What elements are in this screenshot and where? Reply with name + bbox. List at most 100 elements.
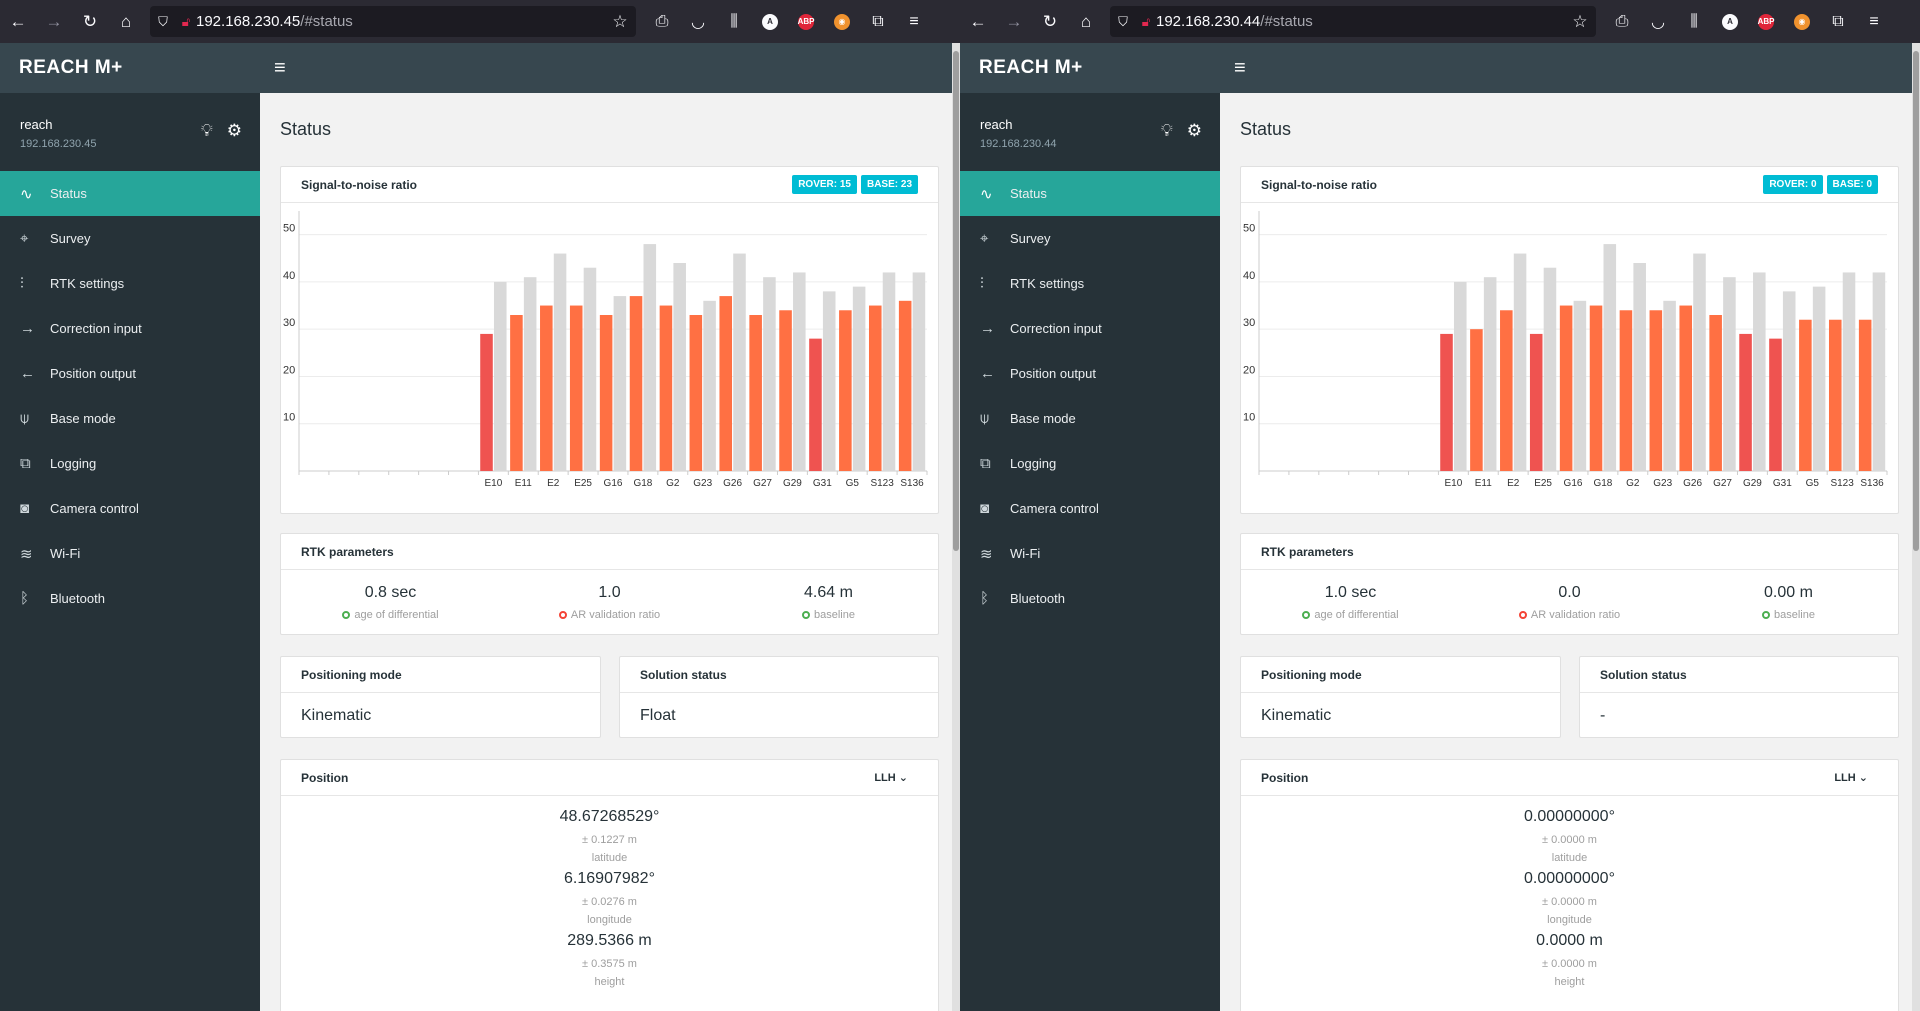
forward-icon[interactable]: →: [45, 11, 63, 31]
sidebar-item-survey[interactable]: ⌖ Survey: [980, 230, 1051, 247]
adblock-plus-icon[interactable]: ABP: [788, 0, 824, 43]
x-tick-label: G26: [723, 478, 742, 489]
pocket-icon[interactable]: ◡: [1651, 13, 1665, 31]
sidebar-item-bluetooth[interactable]: ᛒ Bluetooth: [20, 590, 105, 607]
base-snr-bar: [553, 253, 567, 471]
browser-menu-icon[interactable]: ≡: [909, 12, 919, 30]
snr-bar-chart: 10 20 30 40 50 E10 E11 E2 E25 G16 G18 G2 G23 G26 G27 G2…: [1243, 211, 1888, 489]
sidebar-item-position-output[interactable]: ← Position output: [980, 365, 1097, 382]
back-icon[interactable]: ←: [9, 11, 27, 31]
rover-snr-bar: [569, 305, 583, 471]
base-snr-bar: [613, 296, 627, 471]
reload-icon[interactable]: ↻: [1042, 11, 1058, 31]
sidebar-item-camera-control[interactable]: ◙ Camera control: [980, 500, 1099, 517]
insecure-lock-icon[interactable]: 🔓︎: [181, 13, 191, 29]
scrollbar-thumb[interactable]: [953, 51, 959, 551]
gear-icon[interactable]: ⚙: [226, 121, 242, 140]
browser-menu-icon[interactable]: ≡: [1869, 12, 1879, 30]
url-bar[interactable]: ⛉ 🔓︎ 192.168.230.45/#status ☆: [150, 6, 636, 37]
sidebar-item-base-mode[interactable]: ⍦ Base mode: [980, 410, 1076, 427]
browser-toolbar: ← → ↻ ⌂ ⛉ 🔓︎ 192.168.230.45/#status ☆ ⎙ …: [0, 0, 960, 43]
back-icon[interactable]: ←: [969, 11, 987, 31]
x-tick-label: E25: [574, 478, 592, 489]
rtk-parameters-card: RTK parameters 1.0 sec age of differentia…: [1240, 533, 1899, 635]
hamburger-menu-icon[interactable]: ≡: [274, 56, 286, 79]
solution-status-value: Float: [640, 707, 676, 724]
x-tick-label: G31: [813, 478, 832, 489]
bookmark-star-icon[interactable]: ☆: [612, 11, 628, 31]
base-badge: BASE: 0: [1826, 175, 1878, 194]
rover-snr-bar: [1679, 305, 1693, 471]
x-tick-label: G18: [1593, 478, 1612, 489]
sidebar-item-correction-input[interactable]: → Correction input: [20, 320, 142, 337]
home-icon[interactable]: ⌂: [120, 11, 132, 31]
url-text[interactable]: 192.168.230.44/#status: [1156, 13, 1313, 30]
sidebar-item-status[interactable]: ∿ Status: [960, 171, 1220, 216]
pocket-save-icon[interactable]: ⎙: [1615, 12, 1629, 30]
device-name: reach: [20, 117, 53, 132]
rover-snr-bar: [839, 310, 852, 471]
base-snr-bar: [1633, 263, 1646, 471]
rover-badge: ROVER: 15: [792, 175, 857, 194]
extensions-puzzle-icon[interactable]: ⧉: [1832, 12, 1844, 30]
page-scrollbar[interactable]: [1912, 43, 1920, 1011]
gear-icon[interactable]: ⚙: [1186, 121, 1202, 140]
sidebar-item-camera-control[interactable]: ◙ Camera control: [20, 500, 139, 517]
home-icon[interactable]: ⌂: [1080, 11, 1092, 31]
rss-extension-icon[interactable]: ◉: [824, 0, 860, 43]
reload-icon[interactable]: ↻: [82, 11, 98, 31]
scrollbar-thumb[interactable]: [1913, 51, 1919, 551]
extension-a-icon[interactable]: A: [1712, 0, 1748, 43]
sidebar-item-survey[interactable]: ⌖ Survey: [20, 230, 91, 247]
sidebar-item-base-mode[interactable]: ⍦ Base mode: [20, 410, 116, 427]
sidebar-item-bluetooth[interactable]: ᛒ Bluetooth: [980, 590, 1065, 607]
browser-toolbar: ← → ↻ ⌂ ⛉ 🔓︎ 192.168.230.44/#status ☆ ⎙ …: [960, 0, 1920, 43]
snr-bar-chart: 10 20 30 40 50 E10 E11 E2 E25 G16 G18 G2 G23 G26 G27 G2…: [283, 211, 928, 489]
hamburger-menu-icon[interactable]: ≡: [1234, 56, 1246, 79]
sidebar: reach 192.168.230.44 💡︎ ⚙ ∿ Status ⌖ Surve…: [960, 93, 1220, 1011]
sidebar-item-logging[interactable]: ⧉ Logging: [980, 455, 1057, 472]
pocket-icon[interactable]: ◡: [691, 13, 705, 31]
base-snr-bar: [1513, 253, 1527, 471]
adblock-plus-icon[interactable]: ABP: [1748, 0, 1784, 43]
url-bar[interactable]: ⛉ 🔓︎ 192.168.230.44/#status ☆: [1110, 6, 1596, 37]
shield-icon[interactable]: ⛉: [158, 13, 168, 29]
pocket-save-icon[interactable]: ⎙: [655, 12, 669, 30]
sidebar-item-correction-input[interactable]: → Correction input: [980, 320, 1102, 337]
sidebar-item-logging[interactable]: ⧉ Logging: [20, 455, 97, 472]
sidebar-item-status[interactable]: ∿ Status: [0, 171, 260, 216]
sidebar-item-wifi[interactable]: ≋ Wi-Fi: [980, 545, 1041, 563]
lightbulb-icon[interactable]: 💡︎: [1160, 121, 1173, 140]
rover-snr-bar: [1559, 305, 1573, 471]
rover-snr-bar: [749, 315, 762, 471]
url-text[interactable]: 192.168.230.45/#status: [196, 13, 353, 30]
positioning-mode-card: Positioning mode Kinematic: [280, 656, 601, 738]
x-tick-label: E2: [547, 478, 560, 489]
base-snr-bar: [1842, 272, 1856, 471]
page-scrollbar[interactable]: [952, 43, 960, 1011]
library-icon[interactable]: ⫼: [730, 12, 738, 30]
sidebar-item-rtk-settings[interactable]: ⫶ RTK settings: [980, 275, 1085, 292]
base-snr-bar: [733, 253, 746, 471]
shield-icon[interactable]: ⛉: [1118, 13, 1128, 29]
bookmark-star-icon[interactable]: ☆: [1572, 11, 1588, 31]
rover-snr-bar: [868, 305, 882, 471]
sidebar-item-rtk-settings[interactable]: ⫶ RTK settings: [20, 275, 125, 292]
lightbulb-icon[interactable]: 💡︎: [200, 121, 213, 140]
rover-snr-bar: [809, 338, 822, 471]
page-title: Status: [280, 119, 332, 139]
forward-icon[interactable]: →: [1005, 11, 1023, 31]
sidebar-item-position-output[interactable]: ← Position output: [20, 365, 137, 382]
extensions-puzzle-icon[interactable]: ⧉: [872, 12, 884, 30]
llh-dropdown[interactable]: LLH ⌄: [874, 772, 908, 784]
insecure-lock-icon[interactable]: 🔓︎: [1141, 13, 1151, 29]
x-tick-label: G23: [693, 478, 712, 489]
llh-dropdown[interactable]: LLH ⌄: [1834, 772, 1868, 784]
library-icon[interactable]: ⫼: [1690, 12, 1698, 30]
base-snr-bar: [763, 277, 776, 471]
extension-a-icon[interactable]: A: [752, 0, 788, 43]
rss-extension-icon[interactable]: ◉: [1784, 0, 1820, 43]
antenna-icon: ⍦: [980, 410, 990, 427]
sidebar-item-wifi[interactable]: ≋ Wi-Fi: [20, 545, 81, 563]
y-tick-label: 10: [1243, 412, 1255, 424]
